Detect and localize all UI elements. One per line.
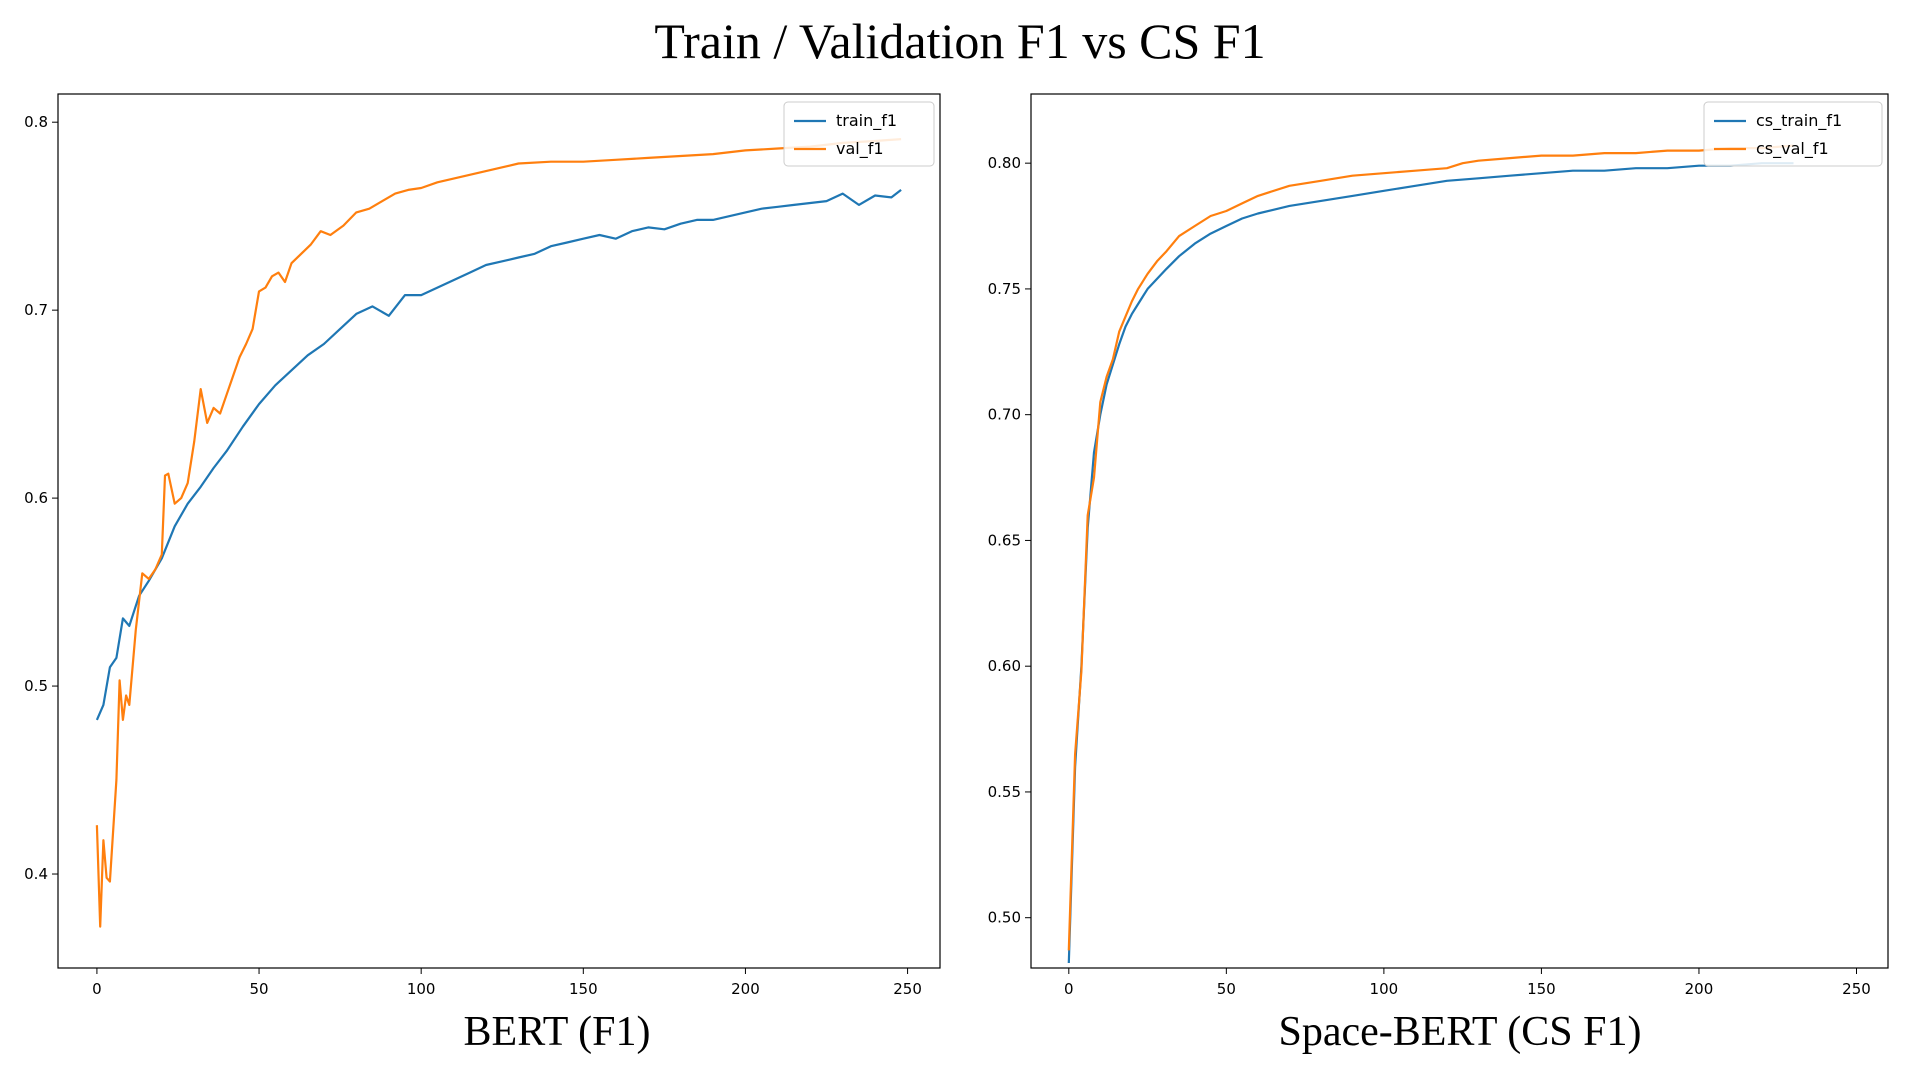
figure-title: Train / Validation F1 vs CS F1 — [654, 13, 1266, 69]
legend: train_f1 val_f1 — [783, 101, 935, 167]
y-tick-label: 0.55 — [988, 783, 1021, 801]
x-tick-label: 150 — [1527, 980, 1556, 998]
y-tick-label: 0.70 — [988, 406, 1021, 424]
y-tick-label: 0.8 — [24, 113, 48, 131]
x-tick-label: 200 — [1685, 980, 1714, 998]
series-line-val-f1 — [95, 138, 902, 928]
x-tick-label: 100 — [1370, 980, 1399, 998]
x-tick-label: 150 — [569, 980, 598, 998]
legend-label-cs-train-f1: cs_train_f1 — [1756, 111, 1842, 131]
legend-label-cs-val-f1: cs_val_f1 — [1756, 139, 1829, 159]
x-tick-label: 0 — [92, 980, 102, 998]
chart-panel-1: 0 50 100 150 200 250 0.4 0.5 0.6 0.7 0.8 train_f1va… — [24, 93, 941, 1055]
x-tick-label: 250 — [1842, 980, 1871, 998]
panel-caption: Space-BERT (CS F1) — [1278, 1009, 1641, 1055]
legend-label-train-f1: train_f1 — [836, 111, 897, 131]
series-line-cs-train-f1 — [1067, 162, 1794, 964]
legend-box — [1703, 101, 1883, 167]
x-tick-label: 200 — [731, 980, 760, 998]
plot-frame — [1030, 93, 1889, 969]
chart-panel-2: 0 50 100 150 200 250 0.50 0.55 0.60 0.65 0.70 0.75 0… — [988, 93, 1889, 1055]
plot-frame — [57, 93, 941, 969]
x-tick-label: 50 — [249, 980, 268, 998]
y-tick-label: 0.65 — [988, 531, 1021, 549]
y-tick-label: 0.6 — [24, 489, 48, 507]
x-tick-label: 100 — [407, 980, 436, 998]
y-tick-label: 0.4 — [24, 865, 48, 883]
x-tick-label: 250 — [893, 980, 922, 998]
y-tick-label: 0.7 — [24, 301, 48, 319]
legend: cs_train_f1 cs_val_f1 — [1703, 101, 1883, 167]
y-tick-label: 0.5 — [24, 677, 48, 695]
series-line-train-f1 — [95, 189, 902, 721]
y-tick-label: 0.60 — [988, 657, 1021, 675]
legend-label-val-f1: val_f1 — [836, 139, 884, 159]
panel-caption: BERT (F1) — [464, 1009, 651, 1055]
y-tick-label: 0.50 — [988, 909, 1021, 927]
series-line-cs-val-f1 — [1067, 144, 1794, 951]
x-tick-label: 0 — [1064, 980, 1074, 998]
y-tick-label: 0.80 — [988, 154, 1021, 172]
y-tick-label: 0.75 — [988, 280, 1021, 298]
x-tick-label: 50 — [1217, 980, 1236, 998]
